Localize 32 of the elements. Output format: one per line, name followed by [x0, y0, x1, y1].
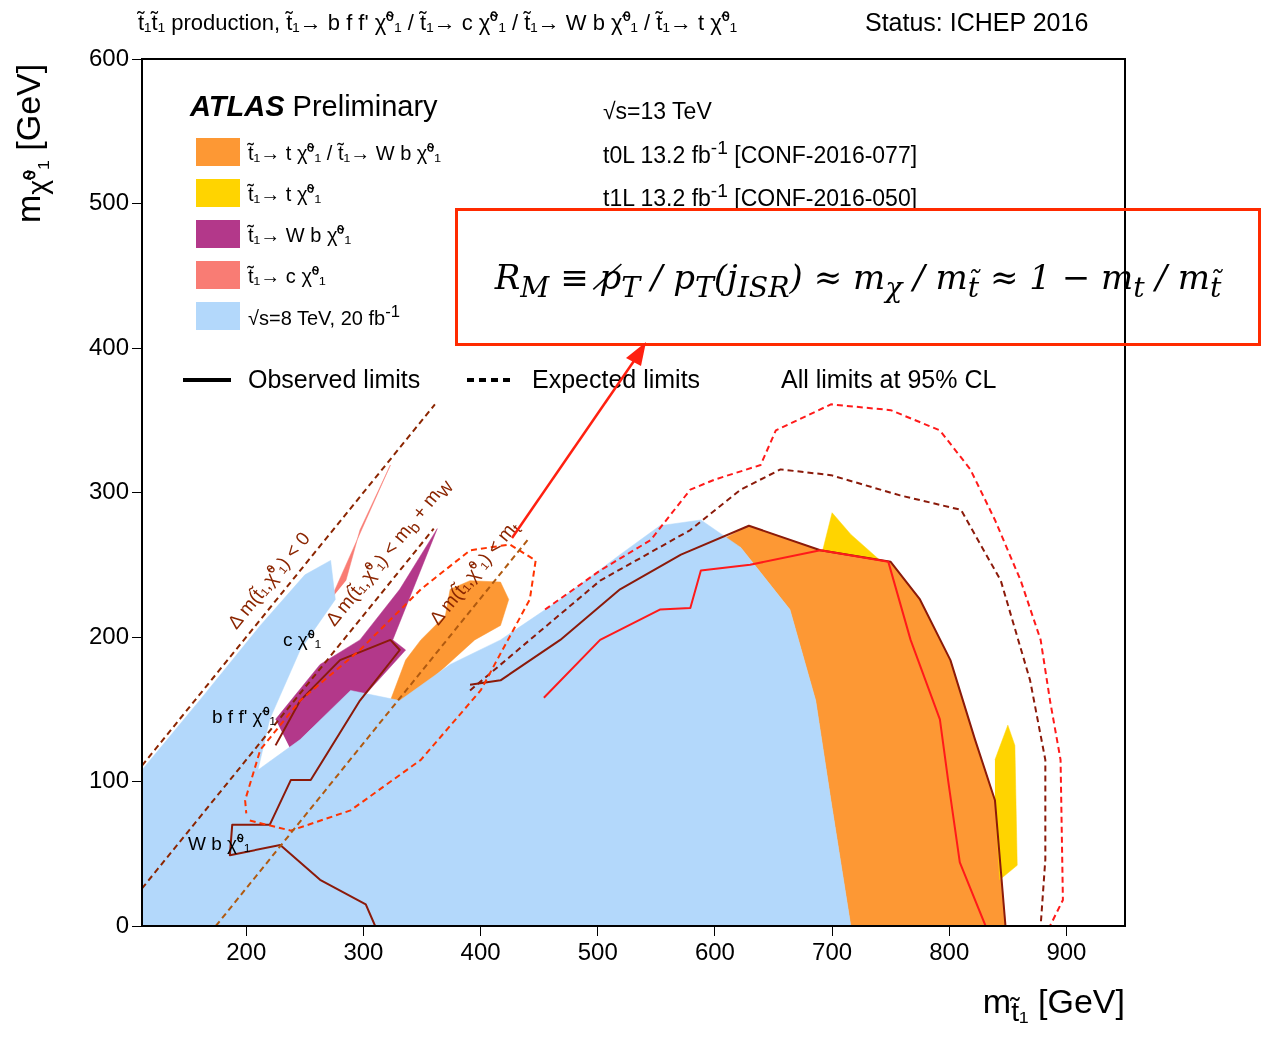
y-tick-label: 600	[88, 43, 129, 71]
x-tick-label: 800	[929, 938, 970, 966]
x-tick-label: 300	[343, 938, 384, 966]
x-tick-label: 500	[577, 938, 618, 966]
annotation: t0L 13.2 fb$^{-1}$ [CONF-2016-077]	[603, 137, 918, 168]
x-axis-title: m$_{t̃₁}$ [GeV]	[982, 982, 1125, 1028]
text: Status: ICHEP 2016	[865, 8, 1089, 36]
x-tick-label: 900	[1046, 938, 1087, 966]
annotation: All limits at 95% CL	[781, 365, 997, 393]
legend-label: √s=8 TeV, 20 fb$^{-1}$	[248, 302, 401, 330]
y-tick-label: 100	[88, 766, 129, 794]
legend-label: t̃₁→ c χ̃⁰₁	[248, 263, 326, 289]
x-tick-label: 400	[460, 938, 501, 966]
annotation: Observed limits	[248, 365, 421, 393]
annotation: √s=13 TeV	[603, 98, 712, 124]
x-tick-label: 600	[694, 938, 735, 966]
chart-title: t̃₁t̃₁ production, t̃₁→ b f f' χ̃⁰₁ / t̃₁→ c χ̃⁰₁ / t̃₁→ W b χ̃⁰₁ / t̃₁→ t χ̃⁰₁	[138, 9, 738, 36]
y-tick-label: 300	[88, 477, 129, 505]
y-tick-label: 500	[88, 188, 129, 216]
legend-label: t̃₁→ W b χ̃⁰₁	[248, 222, 352, 248]
x-tick-label: 200	[226, 938, 267, 966]
legend-label: t̃₁→ t χ̃⁰₁	[248, 181, 322, 207]
annotation: b f f' χ̃⁰₁	[212, 706, 276, 727]
annotation: c χ̃⁰₁	[283, 629, 322, 650]
legend-label: t̃₁→ t χ̃⁰₁ / t̃₁→ W b χ̃⁰₁	[248, 140, 442, 166]
x-tick-label: 700	[812, 938, 853, 966]
annotation: ATLAS Preliminary	[190, 90, 438, 122]
y-tick-label: 0	[115, 910, 129, 938]
y-tick-label: 200	[88, 621, 129, 649]
annotation: t1L 13.2 fb$^{-1}$ [CONF-2016-050]	[603, 180, 918, 211]
y-tick-label: 400	[88, 332, 129, 360]
line-series	[544, 403, 1064, 926]
